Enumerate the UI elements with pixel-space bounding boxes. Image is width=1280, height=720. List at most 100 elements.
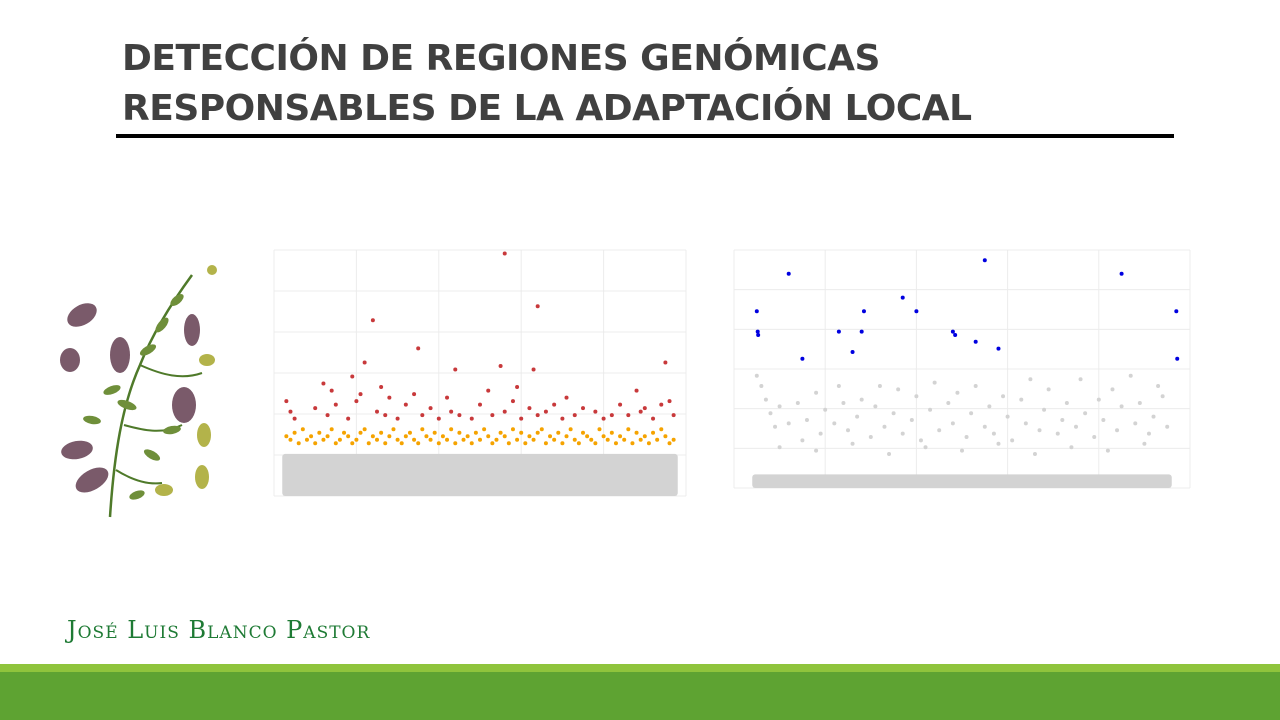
data-point [445,395,450,400]
data-point [671,437,676,442]
data-point [1028,377,1033,382]
data-point [1128,373,1133,378]
data-point [548,434,553,439]
data-point [325,413,330,418]
data-point [1119,271,1124,276]
data-point [383,441,388,446]
data-point [407,430,412,435]
data-point [436,416,441,421]
data-point [918,438,923,443]
data-point [317,430,322,435]
data-point [556,430,561,435]
data-point [638,409,643,414]
data-point [568,427,573,432]
data-point [937,428,942,433]
data-point [432,430,437,435]
data-point [928,407,933,412]
data-point [795,401,800,405]
data-point [337,437,342,442]
data-point [449,409,454,414]
data-point [296,441,301,446]
data-point [909,418,914,422]
data-point [1078,377,1083,382]
data-point [428,437,433,442]
data-point [284,434,289,439]
data-point [991,431,996,436]
data-point [868,435,873,439]
data-point [1083,411,1088,416]
data-point [777,404,782,409]
data-point [1064,401,1069,405]
data-point [543,441,548,446]
data-point [914,309,919,314]
data-point [321,381,326,386]
data-point [667,399,672,404]
data-point [1001,394,1006,399]
data-point [284,399,289,404]
data-point [659,427,664,432]
data-point [859,397,864,402]
background-snp-band [282,453,678,496]
data-point [482,427,487,432]
data-point [399,441,404,446]
data-point [597,427,602,432]
data-point [589,437,594,442]
data-point [342,430,347,435]
data-point [877,384,882,388]
data-point [630,441,635,446]
data-point [292,430,297,435]
data-point [1092,435,1097,439]
data-point [498,363,503,368]
data-point [453,367,458,372]
data-point [1151,414,1156,419]
data-point [572,413,577,418]
alfalfa-plant-illustration [60,265,217,518]
data-point [354,437,359,442]
data-point [622,437,627,442]
data-point [379,430,384,435]
footer-bar-dark [0,672,1280,720]
scatter-plot-right [733,249,1191,489]
data-point [519,416,524,421]
data-point [946,401,951,405]
data-point [490,441,495,446]
data-point [362,360,367,365]
data-point [814,448,819,453]
data-point [1096,397,1101,402]
data-point [387,395,392,400]
data-point [900,295,905,300]
data-point [982,258,987,263]
data-point [667,441,672,446]
data-point [955,390,960,395]
data-point [768,411,773,416]
data-point [300,427,305,432]
data-point [564,434,569,439]
data-point [634,430,639,435]
data-point [535,304,540,309]
data-point [836,329,841,334]
data-point [1160,394,1165,399]
data-point [358,430,363,435]
data-point [626,413,631,418]
data-point [510,399,515,404]
data-point [850,441,855,446]
data-point [350,374,355,379]
data-point [1175,356,1180,361]
data-point [887,452,892,456]
data-point [333,402,338,407]
data-point [804,418,809,422]
data-point [412,392,417,397]
data-point [969,411,974,416]
data-point [1110,387,1115,392]
data-point [655,437,660,442]
data-point [412,437,417,442]
data-point [478,402,482,407]
data-point [932,380,937,385]
data-point [292,416,297,421]
data-point [671,413,676,418]
data-point [313,441,318,446]
data-point [1019,397,1024,402]
data-point [486,388,491,393]
data-point [515,437,520,442]
author-name: José Luis Blanco Pastor [67,616,371,644]
